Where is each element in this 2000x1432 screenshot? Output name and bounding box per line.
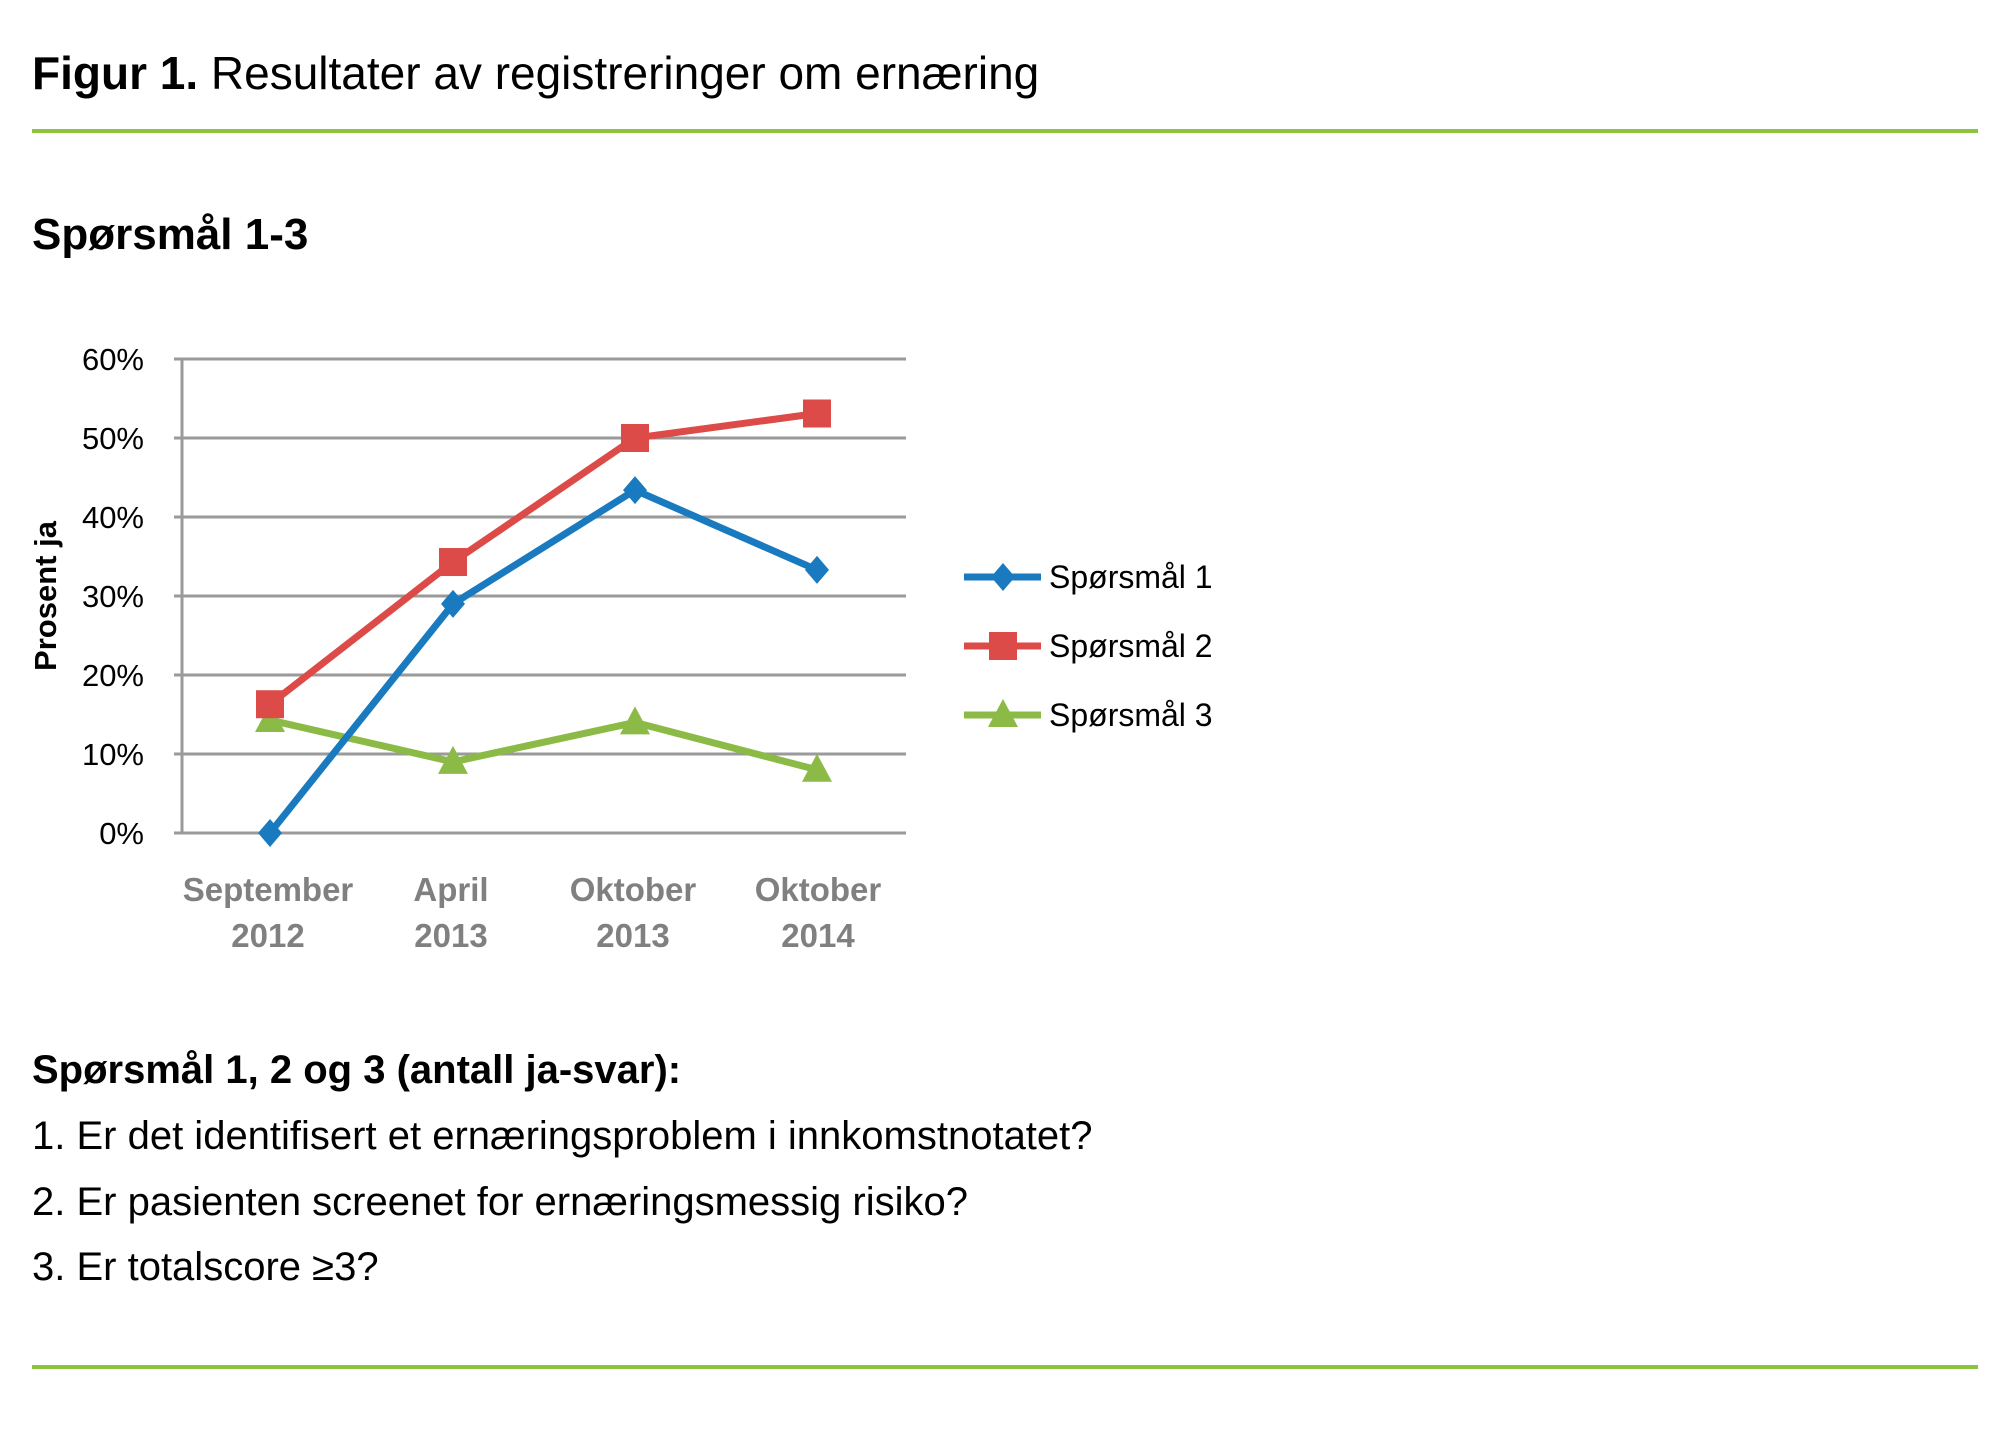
- data-point-2: [621, 424, 649, 452]
- legend-label: Spørsmål 3: [1049, 697, 1213, 733]
- x-tick-label: 2012: [231, 917, 304, 954]
- data-point-1: [258, 819, 282, 847]
- note-item: 2. Er pasienten screenet for ernæringsme…: [32, 1180, 968, 1224]
- bottom-divider: [32, 1365, 1978, 1369]
- y-tick-label: 20%: [82, 658, 144, 693]
- data-point-2: [803, 399, 831, 428]
- legend-marker-square-icon: [989, 632, 1017, 660]
- series-line-3: [269, 716, 818, 774]
- x-tick-label: Oktober: [570, 871, 697, 908]
- figure-title-text: Resultater av registreringer om ernæring: [210, 47, 1040, 99]
- y-tick-label: 30%: [82, 579, 144, 614]
- legend-label: Spørsmål 2: [1049, 628, 1213, 664]
- x-tick-label: 2014: [781, 917, 855, 954]
- note-item: 1. Er det identifisert et ernæringsprobl…: [32, 1114, 1093, 1158]
- legend-marker-diamond-icon: [991, 563, 1015, 591]
- note-item: 3. Er totalscore ≥3?: [32, 1245, 379, 1289]
- y-tick-label: 40%: [82, 500, 144, 535]
- x-tick-label: September: [183, 871, 354, 908]
- data-point-1: [805, 555, 829, 584]
- data-point-3: [620, 706, 650, 735]
- top-divider: [32, 129, 1978, 133]
- data-point-2: [256, 690, 284, 719]
- y-tick-label: 50%: [82, 421, 144, 456]
- line-chart: 0% 10% 20% 30% 40% 50% 60% Prosent ja September 2…: [28, 342, 1213, 954]
- y-axis-label: Prosent ja: [28, 520, 63, 671]
- y-tick-label: 60%: [82, 342, 144, 377]
- x-tick-label: 2013: [414, 917, 487, 954]
- x-tick-label: 2013: [596, 917, 669, 954]
- y-tick-label: 10%: [82, 737, 144, 772]
- series-line-1: [267, 486, 819, 836]
- data-point-1: [623, 476, 647, 505]
- figure-label: Figur 1.: [32, 47, 199, 99]
- x-tick-label: Oktober: [755, 871, 882, 908]
- data-point-1: [441, 589, 465, 618]
- x-tick-label: April: [413, 871, 488, 908]
- legend-label: Spørsmål 1: [1049, 559, 1213, 595]
- legend-marker-triangle-icon: [988, 699, 1018, 727]
- y-tick-label: 0%: [99, 816, 144, 851]
- data-point-3: [802, 753, 832, 782]
- data-point-2: [439, 548, 467, 577]
- chart-subtitle: Spørsmål 1-3: [32, 210, 309, 259]
- figure-title: Figur 1. Resultater av registreringer om…: [32, 46, 1039, 100]
- data-point-3: [438, 745, 468, 774]
- notes-heading: Spørsmål 1, 2 og 3 (antall ja-svar):: [32, 1048, 682, 1092]
- series-line-2: [267, 410, 818, 707]
